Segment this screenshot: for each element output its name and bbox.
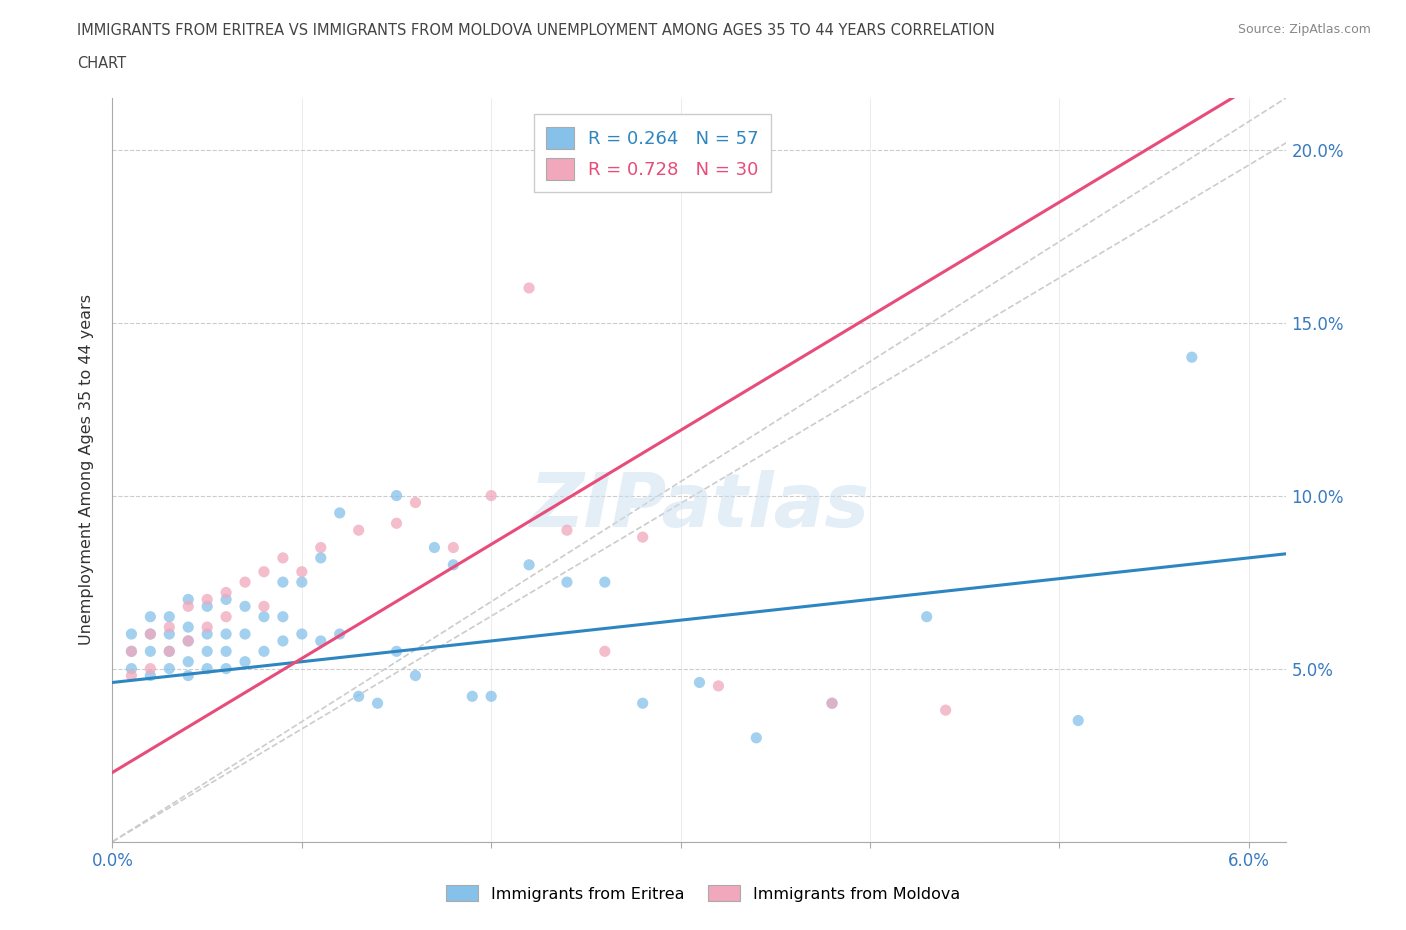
Point <box>157 619 180 634</box>
Point <box>707 679 730 694</box>
Legend: Immigrants from Eritrea, Immigrants from Moldova: Immigrants from Eritrea, Immigrants from… <box>440 879 966 908</box>
Point <box>157 644 180 658</box>
Point <box>593 575 616 590</box>
Text: Source: ZipAtlas.com: Source: ZipAtlas.com <box>1237 23 1371 36</box>
Point <box>291 575 314 590</box>
Point <box>215 644 238 658</box>
Point <box>347 689 370 704</box>
Point <box>120 668 142 683</box>
Point <box>479 689 502 704</box>
Point <box>177 655 200 670</box>
Point <box>745 730 768 745</box>
Point <box>385 644 408 658</box>
Point <box>271 633 294 648</box>
Point <box>253 609 276 624</box>
Y-axis label: Unemployment Among Ages 35 to 44 years: Unemployment Among Ages 35 to 44 years <box>79 294 94 645</box>
Point <box>195 627 218 642</box>
Point <box>271 575 294 590</box>
Point <box>177 592 200 607</box>
Point <box>555 575 578 590</box>
Point <box>139 627 162 642</box>
Point <box>915 609 938 624</box>
Point <box>157 644 180 658</box>
Point <box>1181 350 1204 365</box>
Point <box>120 644 142 658</box>
Point <box>195 661 218 676</box>
Point <box>139 609 162 624</box>
Point <box>385 516 408 531</box>
Point <box>215 609 238 624</box>
Point <box>139 668 162 683</box>
Point <box>1067 713 1090 728</box>
Point <box>120 627 142 642</box>
Text: CHART: CHART <box>77 56 127 71</box>
Point <box>139 661 162 676</box>
Point <box>423 540 446 555</box>
Point <box>821 696 844 711</box>
Point <box>593 644 616 658</box>
Point <box>177 633 200 648</box>
Point <box>631 696 654 711</box>
Point <box>195 599 218 614</box>
Point <box>139 644 162 658</box>
Text: ZIPatlas: ZIPatlas <box>530 471 869 543</box>
Point <box>441 557 464 572</box>
Point <box>253 599 276 614</box>
Point <box>689 675 711 690</box>
Point <box>291 565 314 579</box>
Text: IMMIGRANTS FROM ERITREA VS IMMIGRANTS FROM MOLDOVA UNEMPLOYMENT AMONG AGES 35 TO: IMMIGRANTS FROM ERITREA VS IMMIGRANTS FR… <box>77 23 995 38</box>
Point <box>157 627 180 642</box>
Point <box>404 668 426 683</box>
Point <box>195 644 218 658</box>
Point <box>253 644 276 658</box>
Point <box>195 592 218 607</box>
Point <box>253 565 276 579</box>
Point <box>309 540 332 555</box>
Point <box>215 592 238 607</box>
Point <box>309 551 332 565</box>
Point <box>291 627 314 642</box>
Point <box>233 575 256 590</box>
Point <box>441 540 464 555</box>
Point <box>367 696 389 711</box>
Point <box>157 661 180 676</box>
Point <box>120 661 142 676</box>
Legend: R = 0.264   N = 57, R = 0.728   N = 30: R = 0.264 N = 57, R = 0.728 N = 30 <box>534 114 772 193</box>
Point <box>233 599 256 614</box>
Point <box>517 557 540 572</box>
Point <box>631 530 654 545</box>
Point <box>329 627 352 642</box>
Point <box>555 523 578 538</box>
Point <box>233 627 256 642</box>
Point <box>195 619 218 634</box>
Point <box>177 619 200 634</box>
Point <box>404 495 426 510</box>
Point <box>177 668 200 683</box>
Point <box>935 703 957 718</box>
Point <box>821 696 844 711</box>
Point <box>139 627 162 642</box>
Point <box>517 281 540 296</box>
Point <box>215 627 238 642</box>
Point <box>233 655 256 670</box>
Point <box>271 609 294 624</box>
Point <box>177 599 200 614</box>
Point <box>385 488 408 503</box>
Point <box>461 689 484 704</box>
Point <box>329 506 352 521</box>
Point <box>120 644 142 658</box>
Point <box>157 609 180 624</box>
Point <box>215 585 238 600</box>
Point <box>309 633 332 648</box>
Point <box>177 633 200 648</box>
Point <box>271 551 294 565</box>
Point <box>215 661 238 676</box>
Point <box>347 523 370 538</box>
Point <box>479 488 502 503</box>
